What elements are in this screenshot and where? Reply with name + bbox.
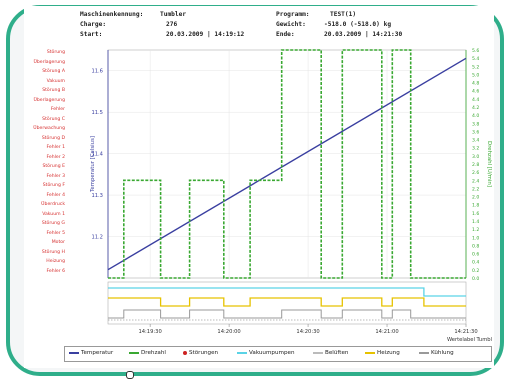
legend-item-vacuum-pumps: Vakuumpumpen [237,350,295,356]
y-axis-left-label: Temperatur [Celsius] [90,136,96,193]
status-label: Störung C [42,116,65,122]
status-label: Fehler 6 [46,268,65,274]
legend-item-speed: Drehzahl [129,350,166,356]
legend: Temperatur Drehzahl Störungen Vakuumpump… [64,346,492,362]
y-tick-right: 4.0 [472,113,479,119]
y-tick-right: 5.0 [472,72,479,78]
y-tick-right: 3.4 [472,138,479,144]
y-tick-right: 1.8 [472,203,479,209]
status-label: Vakuum [46,78,65,84]
status-label: Fehler 1 [46,145,65,150]
vacuum-trace [108,287,466,297]
status-label: Fehler 3 [46,173,65,179]
program-label: Programm: [276,11,310,18]
weight-label: Gewicht: [276,21,306,28]
y-tick-left: 11.4 [91,152,103,158]
x-tick-label: 14:20:00 [217,329,240,335]
status-label: Überdruck [41,202,65,207]
status-label: Fehler [50,107,65,112]
x-tick-label: 14:21:30 [454,329,477,335]
y-tick-right: 0.8 [472,243,479,249]
digital-panel [107,281,467,325]
y-tick-left: 11.2 [91,235,103,241]
status-label: Störung B [42,88,65,93]
y-tick-right: 3.2 [472,146,479,152]
status-label: Vakuum 1 [42,211,65,217]
scroll-handle[interactable] [126,371,134,379]
y-tick-right: 2.2 [472,186,479,192]
y-tick-right: 1.4 [472,219,479,225]
start-label: Start: [80,31,103,38]
x-tick-label: 14:20:30 [296,329,319,335]
x-tick-label: 14:21:00 [375,329,398,335]
y-tick-right: 2.6 [472,170,479,176]
y-tick-right: 5.6 [472,48,479,54]
machine-label: Maschinenkennung: [80,11,144,18]
y-tick-right: 4.6 [472,89,479,95]
legend-item-faults: Störungen [183,350,218,356]
y-tick-right: 5.4 [472,56,479,62]
status-label: Störung [46,50,65,55]
x-axis-label: Wertelabel Tumbl [447,337,492,343]
status-label: Störung F [42,183,65,188]
y-tick-right: 1.0 [472,235,479,241]
y-tick-right: 0.0 [472,276,479,282]
y-tick-right: 3.0 [472,154,479,160]
chart-window: Maschinenkennung: Tumbler Programm: TEST… [24,6,494,368]
y-tick-right: 3.8 [472,121,479,127]
weight-value: -518.0 (-518.0) kg [324,21,392,28]
status-label: Störung H [41,249,65,255]
end-label: Ende: [276,31,295,38]
y-axis-right-label: Drehzahl [U/min] [486,141,492,187]
status-label: Fehler 2 [46,154,65,160]
y-tick-right: 4.2 [472,105,479,111]
y-tick-left: 11.6 [91,69,103,75]
y-tick-right: 0.6 [472,252,479,258]
legend-item-cooling: Kühlung [419,350,454,356]
cooling-trace [108,309,466,319]
status-label: Heizung [46,259,65,264]
y-tick-right: 2.0 [472,195,479,201]
status-label: Störung D [41,135,65,141]
end-value: 20.03.2009 | 14:21:30 [324,31,403,38]
status-label: Motor [51,240,65,245]
heating-trace [108,297,466,307]
program-value: TEST(1) [330,11,357,18]
y-tick-right: 2.4 [472,178,479,184]
status-label: Störung G [41,221,65,226]
charge-label: Charge: [80,21,107,28]
machine-value: Tumbler [160,11,187,18]
legend-item-temperature: Temperatur [69,350,113,356]
y-tick-right: 4.4 [472,97,479,103]
status-label: Fehler 5 [46,230,65,236]
x-tick-label: 14:19:30 [138,329,161,335]
y-tick-right: 0.2 [472,268,479,274]
legend-item-heating: Heizung [365,350,400,356]
y-tick-left: 11.5 [91,110,103,116]
y-tick-right: 2.8 [472,162,479,168]
status-label: Störung A [42,69,65,74]
status-label: Überlagerung [33,59,65,65]
status-label: Überwachung [33,126,65,131]
y-tick-right: 1.6 [472,211,479,217]
status-label: Störung E [42,164,65,169]
y-tick-right: 3.6 [472,129,479,135]
y-tick-right: 1.2 [472,227,479,233]
speed-line [108,49,466,279]
process-chart: 11.6 11.5 11.4 11.3 11.2 5.6 5.4 5.2 5.0 4.8 4.6 4.… [90,48,492,343]
y-tick-right: 5.2 [472,64,479,70]
y-tick-left: 11.3 [91,193,103,199]
y-tick-right: 4.8 [472,81,479,87]
status-label: Überlagerung [33,97,65,103]
charge-value: 276 [166,21,178,28]
temperature-line [107,57,467,271]
start-value: 20.03.2009 | 14:19:12 [166,31,245,38]
legend-item-ventilate: Belüften [313,350,348,356]
y-tick-right: 0.4 [472,260,479,266]
status-label: Fehler 4 [46,192,65,198]
